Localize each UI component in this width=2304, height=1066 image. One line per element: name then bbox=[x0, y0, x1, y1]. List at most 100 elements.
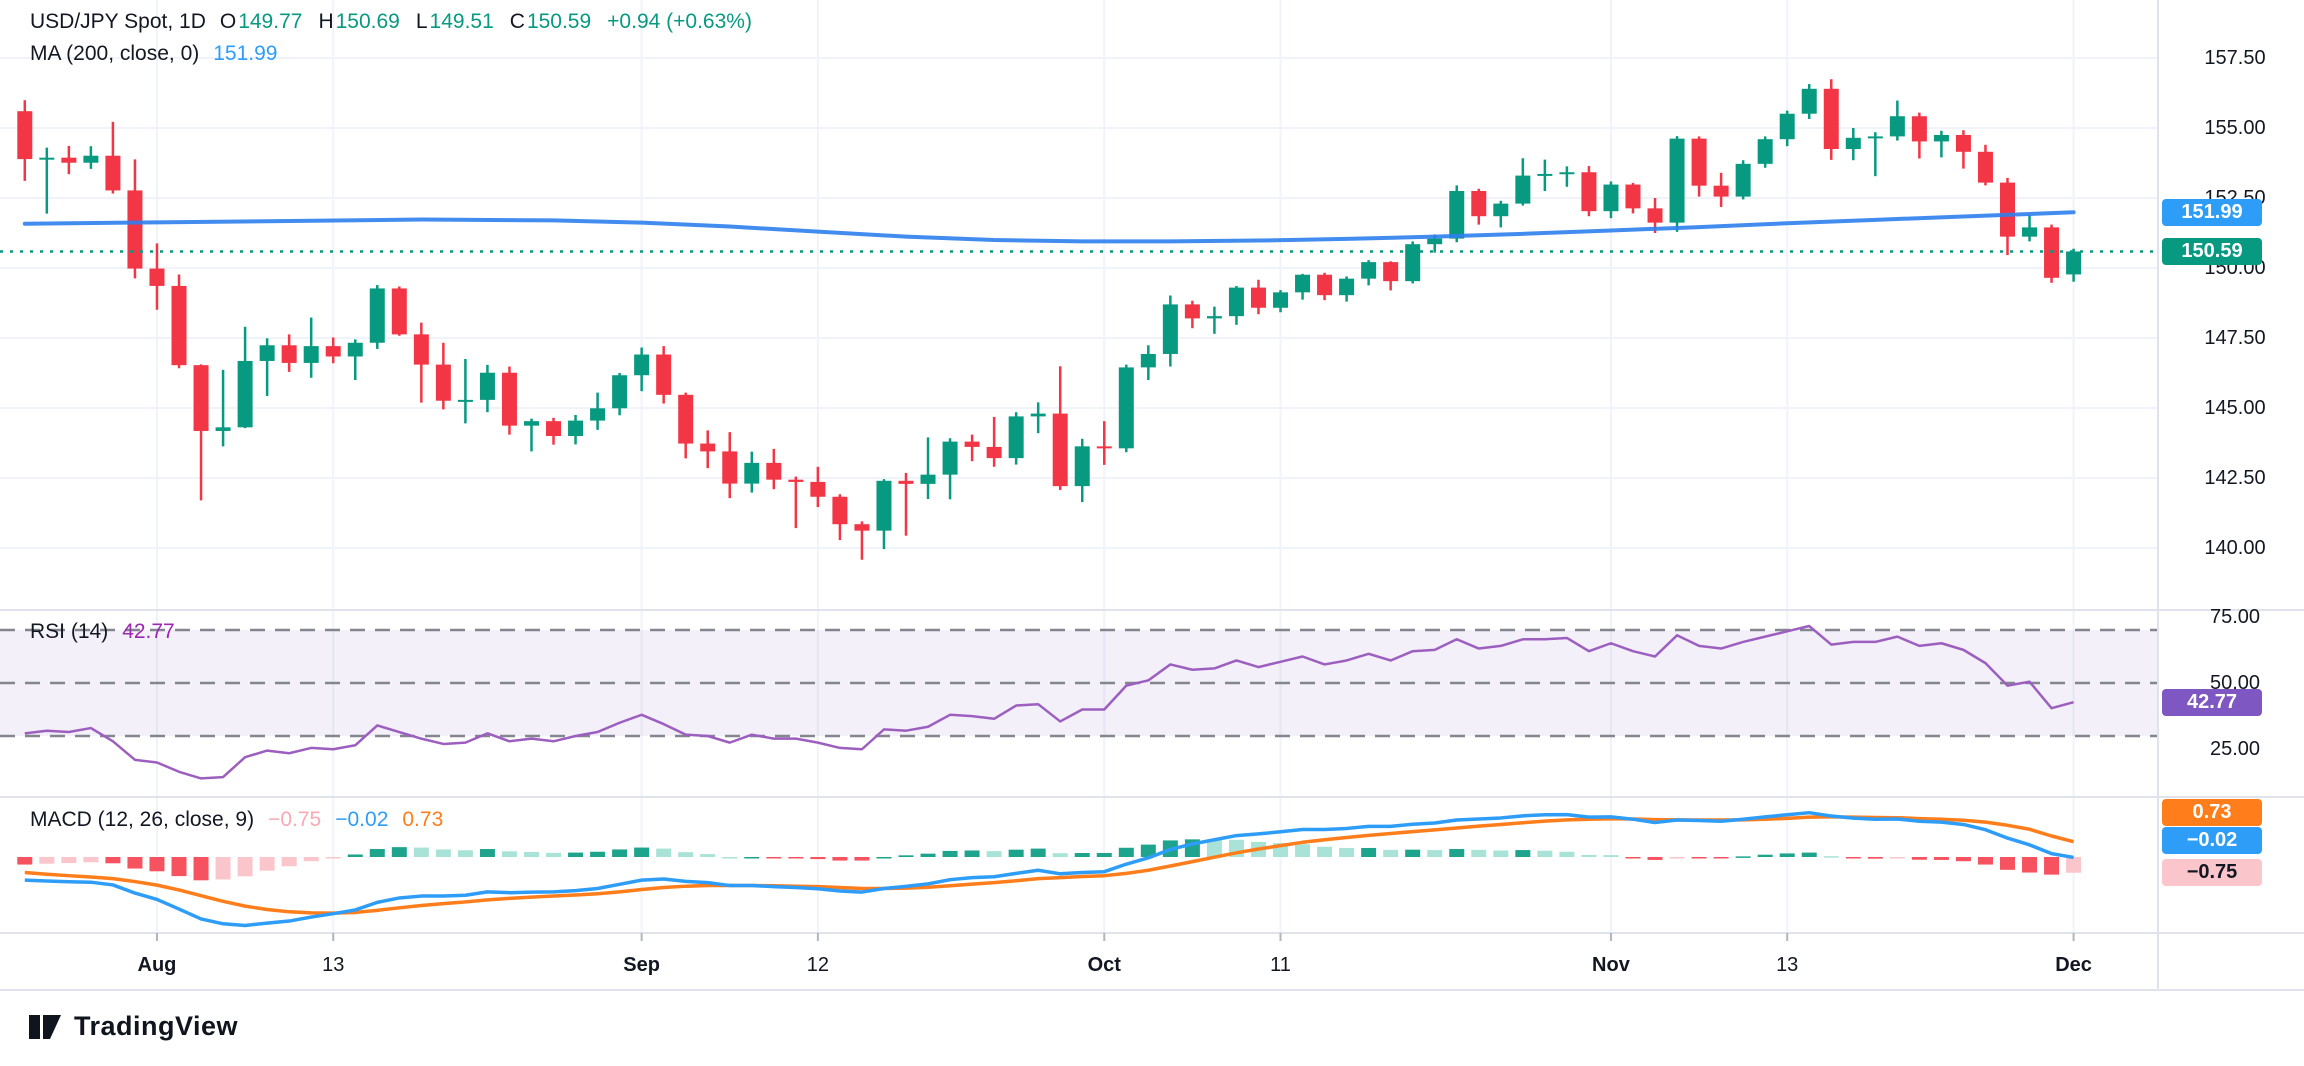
candle bbox=[1801, 88, 1817, 114]
macd-histogram-bar bbox=[1295, 844, 1311, 857]
candle bbox=[127, 190, 143, 269]
tradingview-logo[interactable]: TradingView bbox=[28, 1008, 238, 1044]
candle bbox=[83, 155, 99, 163]
candle bbox=[1735, 163, 1751, 197]
ohlc-close: C150.59 bbox=[509, 10, 592, 33]
last-price-badge: 150.59 bbox=[2162, 238, 2262, 265]
macd-histogram-bar bbox=[1911, 857, 1927, 860]
macd-histogram-bar bbox=[1581, 854, 1597, 857]
macd-legend-label: MACD (12, 26, close, 9) bbox=[30, 808, 255, 831]
candle bbox=[1823, 88, 1839, 149]
macd-histogram-bar bbox=[281, 857, 297, 867]
macd-histogram-bar bbox=[303, 857, 319, 862]
candle bbox=[898, 480, 914, 484]
macd-hist-value: −0.75 bbox=[268, 808, 322, 831]
candle bbox=[1757, 139, 1773, 164]
candle bbox=[1383, 262, 1399, 282]
candle bbox=[1317, 274, 1333, 296]
candle bbox=[1977, 151, 1993, 183]
macd-line-badge: −0.02 bbox=[2162, 827, 2262, 854]
candle bbox=[479, 372, 495, 400]
macd-line bbox=[24, 810, 2074, 928]
candle bbox=[435, 364, 451, 401]
price-axis-label: 140.00 bbox=[2204, 537, 2266, 559]
macd-histogram-bar bbox=[1735, 856, 1751, 858]
candle bbox=[1339, 278, 1355, 296]
macd-histogram-bar bbox=[523, 851, 539, 857]
macd-histogram-bar bbox=[1515, 850, 1531, 857]
macd-histogram-bar bbox=[766, 857, 782, 859]
candle bbox=[1471, 191, 1487, 217]
candle bbox=[325, 346, 341, 357]
macd-histogram-bar bbox=[1801, 852, 1817, 857]
macd-histogram-bar bbox=[149, 857, 165, 872]
candle bbox=[2000, 182, 2015, 237]
macd-histogram-bar bbox=[1383, 849, 1399, 857]
macd-histogram-bar bbox=[369, 849, 385, 857]
time-axis-label: Nov bbox=[1592, 954, 1630, 976]
candle bbox=[1030, 413, 1046, 417]
ma-legend-label: MA (200, close, 0) bbox=[30, 42, 200, 65]
candle bbox=[347, 342, 363, 357]
macd-histogram-bar bbox=[942, 850, 958, 857]
ohlc-open: O149.77 bbox=[219, 10, 303, 33]
candle bbox=[810, 481, 826, 497]
candle bbox=[788, 479, 804, 482]
macd-histogram-bar bbox=[193, 857, 209, 881]
candle bbox=[1559, 172, 1575, 175]
macd-legend: MACD (12, 26, close, 9) −0.75 −0.02 0.73 bbox=[30, 808, 443, 832]
candle bbox=[700, 443, 716, 452]
candle bbox=[1295, 274, 1311, 293]
candle bbox=[2022, 227, 2038, 237]
candle bbox=[1361, 262, 1377, 279]
macd-histogram-bar bbox=[1559, 851, 1575, 857]
candle bbox=[1955, 135, 1971, 152]
candle bbox=[766, 462, 782, 480]
macd-histogram-bar bbox=[2000, 857, 2015, 870]
candle bbox=[523, 421, 539, 426]
macd-histogram-bar bbox=[590, 851, 606, 857]
macd-histogram-bar bbox=[1779, 853, 1795, 857]
macd-histogram-bar bbox=[1140, 844, 1156, 857]
candle bbox=[1911, 116, 1927, 142]
candle bbox=[1206, 316, 1222, 319]
candle bbox=[1603, 184, 1619, 212]
rsi-value-badge: 42.77 bbox=[2162, 689, 2262, 716]
candle bbox=[193, 365, 209, 431]
ma-price-badge: 151.99 bbox=[2162, 199, 2262, 226]
macd-line-value: −0.02 bbox=[335, 808, 389, 831]
candle bbox=[1933, 135, 1949, 142]
price-axis-label: 142.50 bbox=[2204, 467, 2266, 489]
candle bbox=[39, 157, 55, 160]
candle bbox=[942, 441, 958, 475]
candle bbox=[612, 375, 628, 409]
price-axis-label: 50.00 bbox=[2209, 672, 2261, 694]
macd-histogram-bar bbox=[1713, 857, 1729, 859]
candle bbox=[1493, 203, 1509, 217]
macd-histogram-bar bbox=[1823, 856, 1839, 858]
time-axis-label: 11 bbox=[1270, 954, 1291, 976]
time-axis-label: Dec bbox=[2055, 954, 2092, 976]
macd-histogram-bar bbox=[854, 857, 870, 861]
candle bbox=[17, 111, 33, 160]
macd-histogram-bar bbox=[1757, 854, 1773, 857]
macd-histogram-bar bbox=[1008, 849, 1024, 857]
macd-histogram-bar bbox=[612, 849, 628, 857]
candle bbox=[1118, 367, 1134, 449]
candle bbox=[1250, 287, 1266, 308]
macd-histogram-bar bbox=[171, 857, 187, 877]
macd-histogram-bar bbox=[1317, 846, 1333, 857]
macd-histogram-bar bbox=[832, 857, 848, 861]
macd-histogram-bar bbox=[127, 857, 143, 869]
macd-histogram-bar bbox=[501, 851, 517, 857]
candle bbox=[171, 285, 187, 366]
macd-histogram-bar bbox=[1118, 847, 1134, 857]
macd-histogram-bar bbox=[83, 857, 99, 863]
macd-histogram-bar bbox=[1361, 847, 1377, 857]
time-axis-label: 13 bbox=[322, 954, 345, 976]
macd-histogram-bar bbox=[435, 849, 451, 857]
time-axis-label: 13 bbox=[1776, 954, 1799, 976]
macd-histogram-bar bbox=[17, 857, 33, 865]
